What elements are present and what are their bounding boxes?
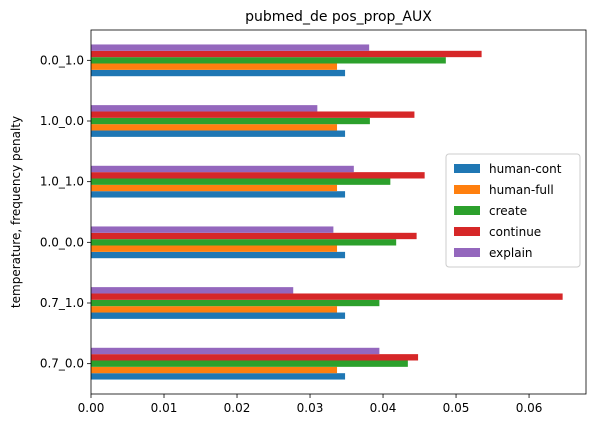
bar-human-full-1.0_0.0 — [91, 124, 338, 131]
bar-human-cont-0.0_0.0 — [91, 251, 346, 259]
bar-human-full-1.0_1.0 — [91, 184, 338, 192]
bar-continue-1.0_1.0 — [91, 172, 425, 179]
bar-create-0.7_0.0 — [91, 360, 408, 367]
y-tick-label: 0.0_0.0 — [40, 235, 84, 249]
bar-continue-0.7_0.0 — [91, 354, 419, 361]
bar-human-cont-1.0_1.0 — [91, 191, 346, 198]
bar-human-full-0.7_1.0 — [91, 306, 338, 313]
legend-label: explain — [489, 246, 533, 260]
y-tick-label: 0.0_1.0 — [40, 53, 84, 67]
bar-explain-1.0_0.0 — [91, 105, 318, 112]
x-tick-label: 0.02 — [224, 401, 251, 415]
y-axis-ticks: 0.7_0.0 0.7_1.0 0.0_0.0 1.0_1.0 1.0_0.0 0.0_1… — [40, 53, 91, 371]
x-tick-label: 0.00 — [78, 401, 105, 415]
x-tick-label: 0.01 — [151, 401, 178, 415]
x-tick-label: 0.03 — [297, 401, 324, 415]
legend-label: human-cont — [489, 162, 562, 176]
bar-human-cont-0.0_1.0 — [91, 69, 346, 77]
bars-group — [91, 44, 563, 380]
x-tick-label: 0.05 — [443, 401, 470, 415]
legend-swatch-human-full — [454, 185, 480, 194]
bar-create-0.7_1.0 — [91, 299, 380, 307]
x-tick-label: 0.04 — [370, 401, 397, 415]
x-tick-label: 0.06 — [516, 401, 543, 415]
bar-continue-1.0_0.0 — [91, 111, 415, 118]
legend-label: human-full — [489, 183, 554, 197]
y-tick-label: 0.7_0.0 — [40, 357, 84, 371]
bar-explain-0.0_1.0 — [91, 44, 370, 51]
y-axis-label: temperature, frequency penalty — [9, 116, 23, 308]
bar-explain-0.7_0.0 — [91, 347, 380, 355]
bar-continue-0.0_0.0 — [91, 232, 417, 240]
bar-continue-0.0_1.0 — [91, 50, 482, 58]
bar-explain-0.7_1.0 — [91, 287, 294, 294]
bar-create-0.0_0.0 — [91, 239, 397, 246]
legend-swatch-create — [454, 206, 480, 215]
bar-explain-1.0_1.0 — [91, 165, 354, 173]
legend-swatch-human-cont — [454, 164, 480, 173]
legend: human-cont human-full create continue explai… — [445, 153, 581, 268]
bar-human-full-0.0_1.0 — [91, 63, 338, 70]
legend-label: create — [489, 204, 527, 218]
legend-swatch-continue — [454, 227, 480, 236]
bar-human-full-0.0_0.0 — [91, 245, 338, 252]
legend-swatch-explain — [454, 248, 480, 257]
y-tick-label: 1.0_1.0 — [40, 175, 84, 189]
y-tick-label: 1.0_0.0 — [40, 114, 84, 128]
bar-human-full-0.7_0.0 — [91, 366, 338, 374]
bar-explain-0.0_0.0 — [91, 226, 334, 233]
bar-human-cont-0.7_1.0 — [91, 312, 346, 319]
bar-human-cont-0.7_0.0 — [91, 373, 346, 380]
x-axis-ticks: 0.00 0.01 0.02 0.03 0.04 0.05 0.06 — [78, 394, 543, 415]
legend-box — [445, 153, 581, 268]
bar-create-0.0_1.0 — [91, 57, 446, 64]
bar-human-cont-1.0_0.0 — [91, 130, 346, 137]
legend-label: continue — [489, 225, 541, 239]
bar-create-1.0_1.0 — [91, 178, 391, 185]
chart-title: pubmed_de pos_prop_AUX — [245, 9, 432, 25]
bar-create-1.0_0.0 — [91, 117, 370, 125]
plot-frame — [90, 29, 587, 395]
bar-continue-0.7_1.0 — [91, 293, 563, 300]
y-tick-label: 0.7_1.0 — [40, 296, 84, 310]
